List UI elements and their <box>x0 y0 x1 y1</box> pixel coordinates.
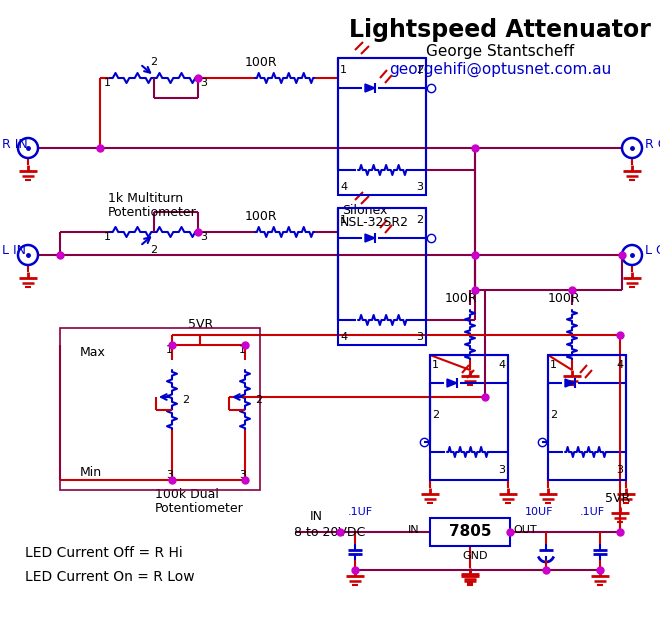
Text: 3: 3 <box>166 470 173 480</box>
Text: 1: 1 <box>104 232 111 242</box>
Text: 3: 3 <box>416 182 423 192</box>
Text: 1: 1 <box>166 345 173 355</box>
Text: 1: 1 <box>432 360 439 370</box>
Text: LED Current Off = R Hi: LED Current Off = R Hi <box>25 546 183 560</box>
Text: NSL-32SR2: NSL-32SR2 <box>340 216 409 229</box>
Text: Min: Min <box>80 466 102 479</box>
Text: L OUT: L OUT <box>645 244 660 258</box>
Text: R IN: R IN <box>2 138 28 151</box>
Text: 5VR: 5VR <box>605 491 630 504</box>
Text: Potentiometer: Potentiometer <box>108 206 197 219</box>
Text: 1: 1 <box>550 360 557 370</box>
Text: 2: 2 <box>150 57 157 67</box>
Text: 4: 4 <box>340 182 347 192</box>
Text: 3: 3 <box>616 465 623 475</box>
Text: 2: 2 <box>550 410 557 420</box>
Text: IN: IN <box>310 511 323 524</box>
Text: R OUT: R OUT <box>645 138 660 151</box>
Text: 5VR: 5VR <box>188 319 213 331</box>
Bar <box>338 58 426 195</box>
Bar <box>430 518 510 546</box>
Bar <box>338 208 426 345</box>
Text: 3: 3 <box>200 232 207 242</box>
Text: LED Current On = R Low: LED Current On = R Low <box>25 570 195 584</box>
Text: 2: 2 <box>432 410 439 420</box>
Text: GND: GND <box>462 551 488 561</box>
Text: Max: Max <box>80 346 106 359</box>
Text: 4: 4 <box>616 360 623 370</box>
Text: 1: 1 <box>340 65 347 75</box>
Polygon shape <box>447 379 457 387</box>
Text: OUT: OUT <box>513 525 537 535</box>
Text: 3: 3 <box>416 332 423 342</box>
Polygon shape <box>365 84 375 92</box>
Bar <box>548 355 626 480</box>
Text: Lightspeed Attenuator: Lightspeed Attenuator <box>349 18 651 42</box>
Text: 10UF: 10UF <box>525 507 554 517</box>
Text: 3: 3 <box>239 470 246 480</box>
Text: Potentiometer: Potentiometer <box>155 503 244 516</box>
Text: 1: 1 <box>239 345 246 355</box>
Bar <box>60 328 260 490</box>
Text: 2: 2 <box>416 65 423 75</box>
Bar <box>430 355 508 480</box>
Polygon shape <box>365 234 375 242</box>
Text: 100R: 100R <box>548 291 581 304</box>
Text: 2: 2 <box>150 245 157 255</box>
Text: .1UF: .1UF <box>580 507 605 517</box>
Text: 4: 4 <box>498 360 505 370</box>
Text: L IN: L IN <box>2 244 26 258</box>
Text: George Stantscheff: George Stantscheff <box>426 44 574 59</box>
Text: 1: 1 <box>104 78 111 88</box>
Text: 3: 3 <box>200 78 207 88</box>
Text: 1k Multiturn: 1k Multiturn <box>108 191 183 204</box>
Text: 3: 3 <box>498 465 505 475</box>
Text: Silonex: Silonex <box>342 204 387 216</box>
Text: georgehifi@optusnet.com.au: georgehifi@optusnet.com.au <box>389 62 611 78</box>
Text: 4: 4 <box>340 332 347 342</box>
Text: 2: 2 <box>416 215 423 225</box>
Text: 100R: 100R <box>445 291 478 304</box>
Text: 100R: 100R <box>245 209 278 222</box>
Text: 2: 2 <box>255 395 262 405</box>
Text: 7805: 7805 <box>449 524 491 539</box>
Text: 8 to 20VDC: 8 to 20VDC <box>294 526 365 539</box>
Polygon shape <box>565 379 575 387</box>
Text: 100R: 100R <box>245 56 278 69</box>
Text: .1UF: .1UF <box>348 507 373 517</box>
Text: IN: IN <box>408 525 420 535</box>
Text: 2: 2 <box>182 395 189 405</box>
Text: 100k Dual: 100k Dual <box>155 489 219 501</box>
Text: 1: 1 <box>340 215 347 225</box>
